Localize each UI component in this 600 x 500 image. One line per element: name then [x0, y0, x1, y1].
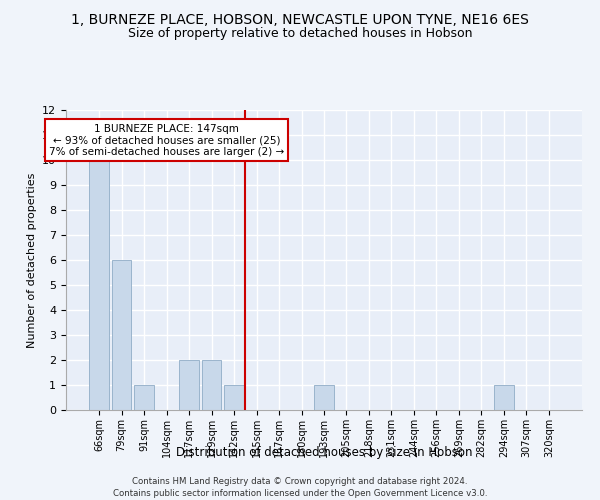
Text: Contains HM Land Registry data © Crown copyright and database right 2024.: Contains HM Land Registry data © Crown c…	[132, 476, 468, 486]
Bar	[112, 260, 131, 410]
Bar	[89, 160, 109, 410]
Text: 1 BURNEZE PLACE: 147sqm
← 93% of detached houses are smaller (25)
7% of semi-det: 1 BURNEZE PLACE: 147sqm ← 93% of detache…	[49, 124, 284, 156]
Bar	[202, 360, 221, 410]
Text: Distribution of detached houses by size in Hobson: Distribution of detached houses by size …	[176, 446, 472, 459]
Text: 1, BURNEZE PLACE, HOBSON, NEWCASTLE UPON TYNE, NE16 6ES: 1, BURNEZE PLACE, HOBSON, NEWCASTLE UPON…	[71, 12, 529, 26]
Bar	[224, 385, 244, 410]
Text: Contains public sector information licensed under the Open Government Licence v3: Contains public sector information licen…	[113, 490, 487, 498]
Bar	[134, 385, 154, 410]
Bar	[179, 360, 199, 410]
Bar	[494, 385, 514, 410]
Bar	[314, 385, 334, 410]
Y-axis label: Number of detached properties: Number of detached properties	[26, 172, 37, 348]
Text: Size of property relative to detached houses in Hobson: Size of property relative to detached ho…	[128, 28, 472, 40]
